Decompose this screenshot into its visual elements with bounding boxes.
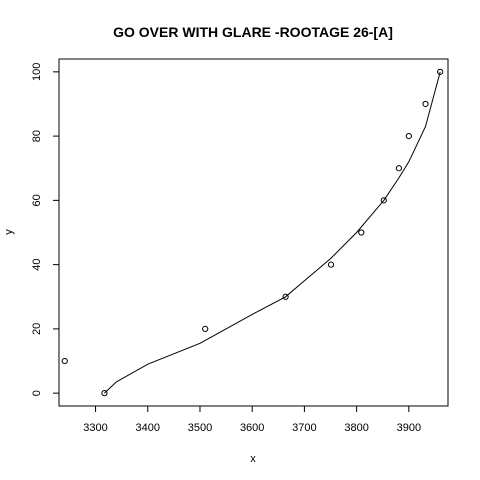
x-tick-label: 3800 xyxy=(344,422,368,434)
x-tick-label: 3500 xyxy=(188,422,212,434)
data-point xyxy=(62,358,67,363)
x-tick-label: 3300 xyxy=(83,422,107,434)
x-axis: 3300 3400 3500 3600 3700 3800 3900 xyxy=(83,406,421,434)
x-axis-label: x xyxy=(250,453,256,465)
y-tick-label: 40 xyxy=(31,259,43,271)
y-tick-label: 60 xyxy=(31,194,43,206)
y-tick-label: 100 xyxy=(31,63,43,81)
data-point xyxy=(203,326,208,331)
data-point xyxy=(406,134,411,139)
data-point xyxy=(396,166,401,171)
data-point xyxy=(423,101,428,106)
y-tick-label: 0 xyxy=(31,390,43,396)
data-point xyxy=(328,262,333,267)
y-tick-label: 80 xyxy=(31,130,43,142)
y-axis-label: y xyxy=(3,229,15,235)
series-layer xyxy=(62,69,443,395)
data-point xyxy=(359,230,364,235)
plot-frame xyxy=(59,59,448,406)
x-tick-label: 3900 xyxy=(397,422,421,434)
chart-title: GO OVER WITH GLARE -ROOTAGE 26-[A] xyxy=(113,24,393,40)
y-axis: 0 20 40 60 80 100 xyxy=(31,63,59,397)
x-tick-label: 3700 xyxy=(292,422,316,434)
x-tick-label: 3400 xyxy=(136,422,160,434)
y-tick-label: 20 xyxy=(31,323,43,335)
x-tick-label: 3600 xyxy=(240,422,264,434)
fit-curve xyxy=(104,72,440,393)
